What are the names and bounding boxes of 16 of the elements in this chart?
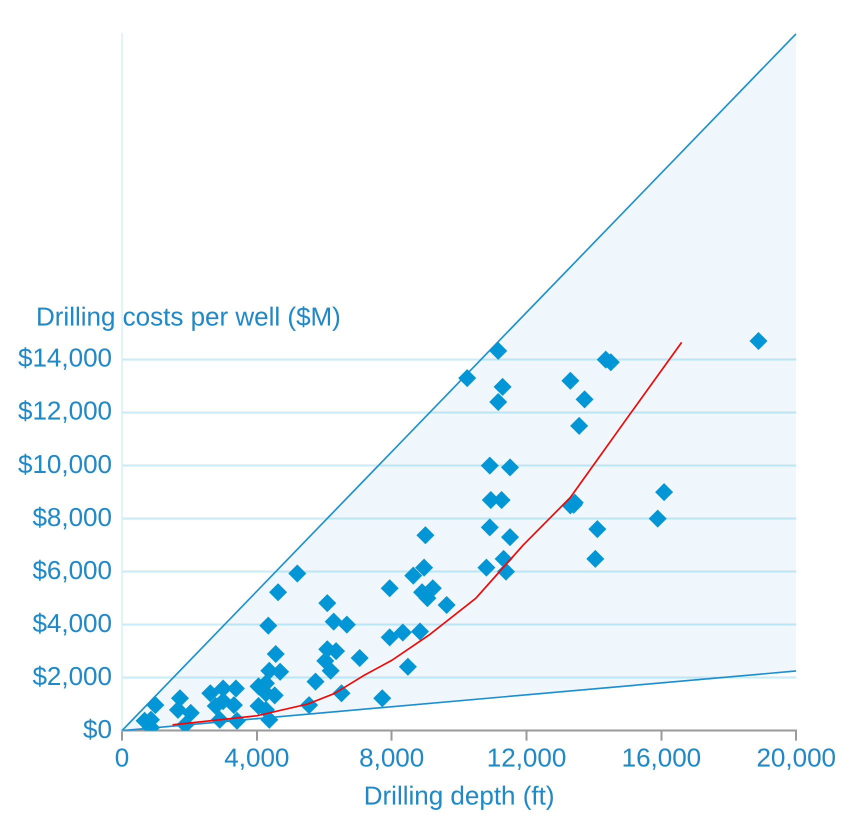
x-tick-label: 12,000: [486, 742, 566, 772]
y-tick-label: $14,000: [18, 342, 112, 373]
x-tick-label: 20,000: [756, 742, 836, 772]
y-tick-label: $6,000: [32, 554, 112, 585]
y-tick-label: $12,000: [18, 396, 112, 426]
y-tick-label: $0: [83, 714, 112, 744]
y-tick-label: $8,000: [32, 502, 112, 532]
y-tick-label: $4,000: [32, 608, 112, 638]
y-tick-label: $2,000: [32, 660, 112, 691]
x-axis-title: Drilling depth (ft): [364, 780, 554, 811]
x-tick-label: 4,000: [224, 742, 290, 772]
x-tick-label: 0: [114, 742, 130, 772]
x-tick-label: 8,000: [359, 742, 424, 772]
y-tick-label: $10,000: [18, 448, 112, 479]
x-tick-label: 16,000: [622, 742, 702, 772]
y-axis-title: Drilling costs per well ($M): [36, 302, 341, 332]
